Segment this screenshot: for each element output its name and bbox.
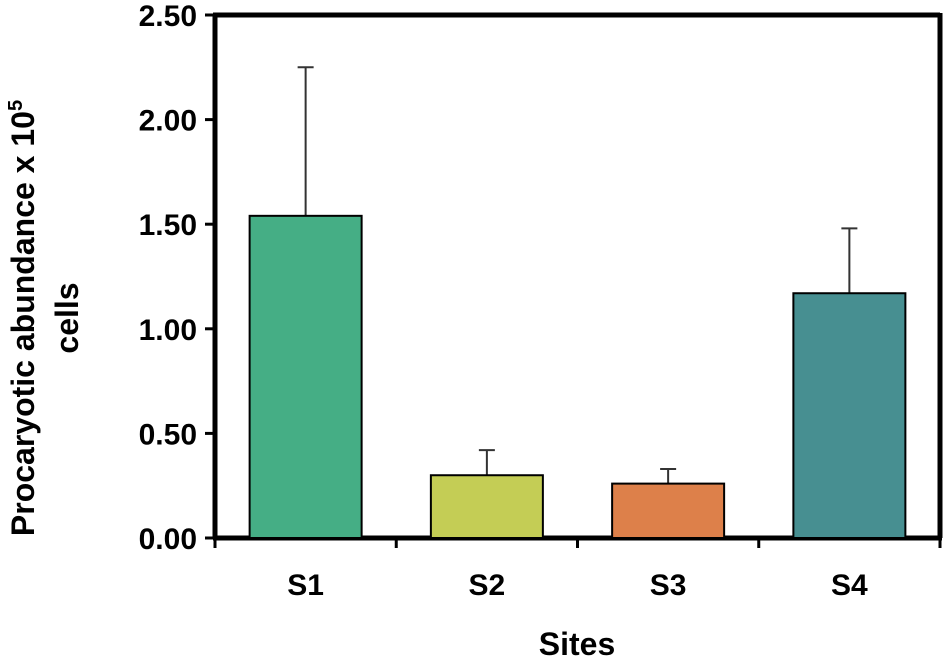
y-axis-title-line1: Procaryotic abundance x 105 — [5, 100, 41, 536]
y-tick-label: 2.50 — [139, 0, 197, 33]
y-axis-title-main: Procaryotic abundance x 10 — [5, 111, 41, 536]
x-tick-labels: S1 S2 S3 S4 — [287, 569, 868, 602]
y-axis-title-superscript: 5 — [5, 100, 27, 111]
x-tick-label-s3: S3 — [650, 569, 687, 602]
y-axis-title-line2: cells — [49, 282, 85, 353]
bar-s3 — [611, 482, 726, 539]
bar-s4 — [792, 292, 907, 539]
x-axis-title: Sites — [539, 626, 615, 662]
y-tick-label: 2.00 — [139, 105, 197, 138]
bars — [248, 214, 907, 539]
y-tick-label: 0.50 — [139, 418, 197, 451]
x-tick-label-s2: S2 — [469, 569, 506, 602]
y-tick-label: 0.00 — [139, 523, 197, 556]
bar-s2 — [429, 474, 544, 539]
y-axis-ticks — [205, 13, 215, 540]
x-tick-label-s4: S4 — [831, 569, 868, 602]
y-tick-label: 1.50 — [139, 209, 197, 242]
y-tick-labels: 0.00 0.50 1.00 1.50 2.00 2.50 — [139, 0, 197, 556]
error-bars — [297, 66, 858, 484]
x-axis-ticks — [213, 538, 942, 548]
bar-s1 — [248, 214, 363, 539]
y-tick-label: 1.00 — [139, 314, 197, 347]
x-tick-label-s1: S1 — [287, 569, 324, 602]
